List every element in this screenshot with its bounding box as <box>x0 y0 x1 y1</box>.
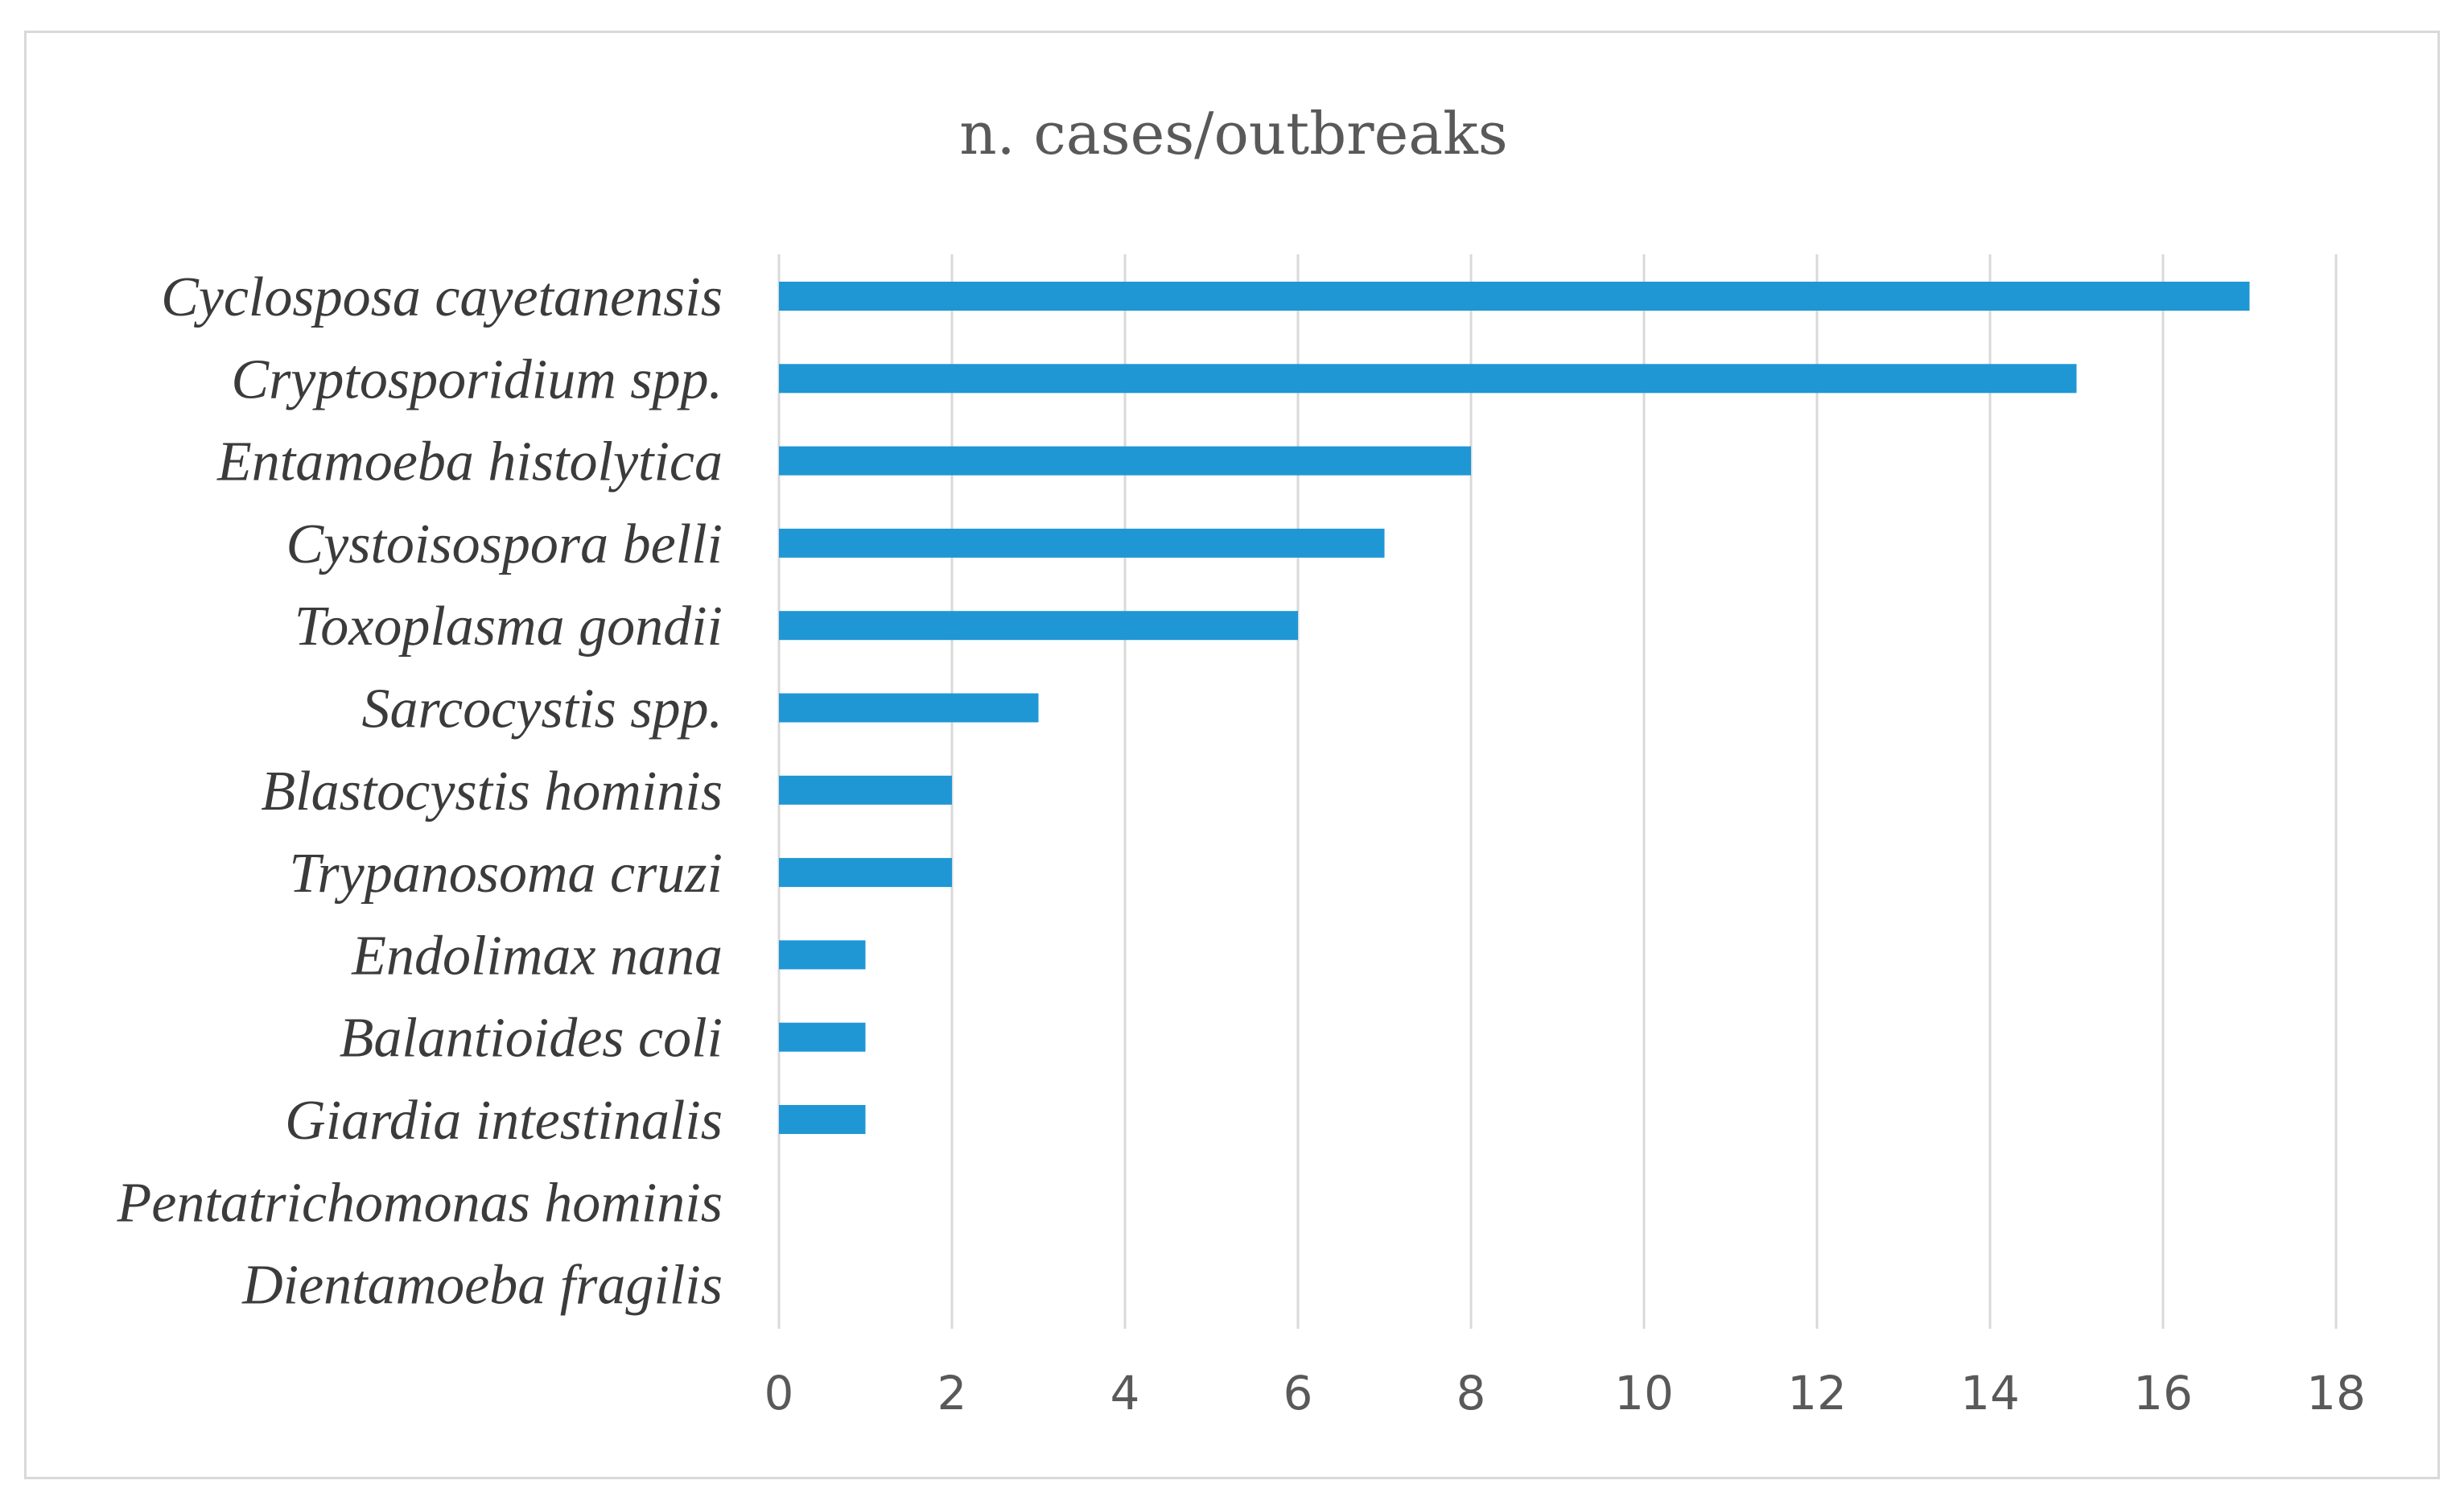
category-label: Toxoplasma gondii <box>295 596 723 658</box>
category-labels: Cyclosposa cayetanensis Cryptosporidium s… <box>117 266 723 1317</box>
category-label: Cryptosporidium spp. <box>231 348 723 410</box>
bar <box>779 775 952 805</box>
category-label: Dientamoeba fragilis <box>241 1255 723 1317</box>
category-label: Giardia intestinalis <box>285 1090 723 1152</box>
bar <box>779 282 2250 311</box>
category-label: Blastocystis hominis <box>261 761 723 823</box>
x-tick-label: 4 <box>1110 1366 1140 1420</box>
x-tick-label: 2 <box>937 1366 967 1420</box>
x-tick-label: 8 <box>1457 1366 1486 1420</box>
x-tick-label: 16 <box>2133 1366 2193 1420</box>
category-label: Entamoeba histolytica <box>216 431 723 493</box>
gridlines <box>777 254 2338 1329</box>
bar <box>779 446 1471 476</box>
x-axis-tick-labels: 0 2 4 6 8 10 12 14 16 18 <box>764 1366 2366 1420</box>
x-tick-label: 14 <box>1960 1366 2020 1420</box>
x-tick-label: 10 <box>1614 1366 1674 1420</box>
bar <box>779 364 2077 394</box>
x-tick-label: 6 <box>1284 1366 1313 1420</box>
chart-title: n. cases/outbreaks <box>959 100 1507 167</box>
category-label: Sarcocystis spp. <box>362 678 723 740</box>
bar <box>779 528 1385 558</box>
x-tick-label: 18 <box>2306 1366 2366 1420</box>
category-label: Balantioides coli <box>340 1008 723 1070</box>
category-label: Cystoisospora belli <box>286 513 723 575</box>
bar-chart: n. cases/outbreaks Cyclosposa cayetanens… <box>117 100 2366 1420</box>
bars <box>779 282 2250 1134</box>
bar <box>779 858 952 888</box>
bar <box>779 693 1039 723</box>
bar <box>779 611 1298 641</box>
category-label: Cyclosposa cayetanensis <box>161 266 723 328</box>
category-label: Pentatrichomonas hominis <box>117 1172 723 1234</box>
chart-frame: n. cases/outbreaks Cyclosposa cayetanens… <box>24 31 2440 1479</box>
x-tick-label: 12 <box>1787 1366 1847 1420</box>
bar <box>779 940 866 970</box>
category-label: Endolimax nana <box>351 925 723 987</box>
x-tick-label: 0 <box>764 1366 794 1420</box>
bar <box>779 1105 866 1134</box>
category-label: Trypanosoma cruzi <box>289 843 723 905</box>
bar <box>779 1022 866 1052</box>
